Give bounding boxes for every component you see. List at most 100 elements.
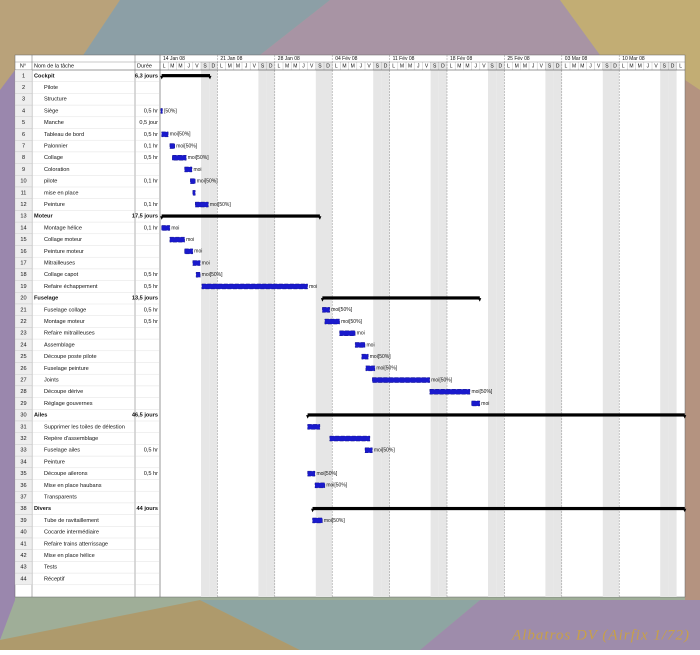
summary-end bbox=[682, 508, 687, 513]
bar-label: [50%] bbox=[164, 108, 177, 114]
task-duration: 0,1 hr bbox=[144, 202, 158, 208]
task-name: Découpe poste pilote bbox=[44, 354, 97, 360]
day-label: L bbox=[220, 64, 223, 70]
task-bar bbox=[314, 482, 326, 489]
task-name: Réglage gouvernes bbox=[44, 401, 93, 407]
weekend-column bbox=[438, 62, 447, 597]
summary-end bbox=[160, 216, 164, 220]
summary-end bbox=[477, 298, 482, 302]
header-id: N° bbox=[20, 63, 26, 69]
task-id: 35 bbox=[20, 471, 26, 477]
task-duration: 0,5 hr bbox=[144, 132, 158, 138]
day-label: M bbox=[465, 64, 469, 70]
task-name: pilote bbox=[44, 179, 57, 185]
task-bar bbox=[160, 108, 163, 114]
week-label: 18 Fév 08 bbox=[450, 56, 472, 62]
weekend-column bbox=[611, 62, 620, 597]
task-id: 2 bbox=[22, 85, 25, 91]
task-id: 22 bbox=[20, 319, 26, 325]
task-duration: 0,5 jour bbox=[139, 120, 158, 126]
bar-label: moi[50%] bbox=[170, 132, 191, 138]
bar-label: moi bbox=[193, 167, 201, 173]
task-bar bbox=[192, 260, 201, 266]
task-name: Découpe ailerons bbox=[44, 471, 88, 477]
bar-label: moi[50%] bbox=[210, 202, 231, 208]
task-name: Cocarde intermédiaire bbox=[44, 530, 99, 536]
task-id: 21 bbox=[20, 307, 26, 313]
weekend-column bbox=[315, 62, 324, 597]
bar-label: moi[50%] bbox=[197, 178, 218, 184]
weekend-column bbox=[324, 62, 333, 597]
bar-label: moi[50%] bbox=[370, 354, 391, 360]
day-label: S bbox=[433, 64, 437, 70]
task-id: 28 bbox=[20, 389, 26, 395]
day-label: V bbox=[654, 64, 658, 70]
bar-label: moi bbox=[357, 331, 365, 337]
task-bar bbox=[192, 190, 196, 196]
task-name: Mitrailleuses bbox=[44, 261, 75, 267]
day-label: V bbox=[253, 64, 257, 70]
weekend-column bbox=[381, 62, 390, 597]
task-id: 16 bbox=[20, 249, 26, 255]
task-bar bbox=[161, 131, 169, 138]
task-name: Coloration bbox=[44, 167, 70, 173]
task-duration: 6,3 jours bbox=[135, 73, 158, 79]
task-id: 38 bbox=[20, 506, 26, 512]
summary-end bbox=[311, 508, 315, 513]
task-id: 5 bbox=[22, 120, 25, 126]
task-name: Collage moteur bbox=[44, 237, 82, 243]
weekend-column bbox=[496, 62, 505, 597]
task-id: 8 bbox=[22, 155, 25, 161]
day-label: M bbox=[629, 64, 633, 70]
day-label: J bbox=[532, 64, 535, 70]
task-bar bbox=[201, 283, 308, 290]
day-label: L bbox=[507, 64, 510, 70]
task-name: Tube de ravitaillement bbox=[44, 518, 99, 524]
day-label: S bbox=[663, 64, 667, 70]
weekend-column bbox=[201, 62, 210, 597]
weekend-column bbox=[553, 62, 562, 597]
task-duration: 0,5 hr bbox=[144, 471, 158, 477]
task-bar bbox=[184, 248, 194, 255]
task-duration: 0,5 hr bbox=[144, 307, 158, 313]
task-bar bbox=[324, 318, 340, 325]
task-name: Fuselage collage bbox=[44, 307, 86, 313]
task-bar bbox=[339, 330, 356, 336]
task-duration: 0,5 hr bbox=[144, 284, 158, 290]
header-name: Nom de la tâche bbox=[34, 63, 74, 69]
day-label: J bbox=[302, 64, 305, 70]
bar-label: moi bbox=[367, 342, 375, 348]
week-label: 14 Jan 08 bbox=[163, 56, 185, 62]
task-id: 19 bbox=[20, 284, 26, 290]
day-label: V bbox=[597, 64, 601, 70]
task-name: Tests bbox=[44, 565, 57, 571]
task-name: Ailes bbox=[34, 413, 47, 419]
task-id: 17 bbox=[20, 261, 26, 267]
day-label: V bbox=[540, 64, 544, 70]
task-bar bbox=[365, 365, 376, 372]
task-id: 26 bbox=[20, 366, 26, 372]
day-label: L bbox=[392, 64, 395, 70]
weekend-column bbox=[373, 62, 382, 597]
weekend-column bbox=[668, 62, 677, 597]
task-name: Réceptif bbox=[44, 576, 65, 582]
task-name: Moteur bbox=[34, 214, 53, 220]
task-id: 33 bbox=[20, 448, 26, 454]
summary-bar bbox=[161, 74, 211, 78]
day-label: M bbox=[293, 64, 297, 70]
day-label: M bbox=[572, 64, 576, 70]
task-duration: 13,5 jours bbox=[132, 296, 158, 302]
weekend-column bbox=[209, 62, 218, 597]
task-name: Cockpit bbox=[34, 73, 55, 79]
day-label: M bbox=[178, 64, 182, 70]
day-label: D bbox=[211, 64, 215, 70]
task-duration: 0,5 hr bbox=[144, 272, 158, 278]
day-label: L bbox=[565, 64, 568, 70]
day-label: D bbox=[613, 64, 617, 70]
day-label: M bbox=[351, 64, 355, 70]
task-bar bbox=[312, 517, 323, 524]
day-label: S bbox=[548, 64, 552, 70]
day-label: L bbox=[163, 64, 166, 70]
task-duration: 0,1 hr bbox=[144, 225, 158, 231]
